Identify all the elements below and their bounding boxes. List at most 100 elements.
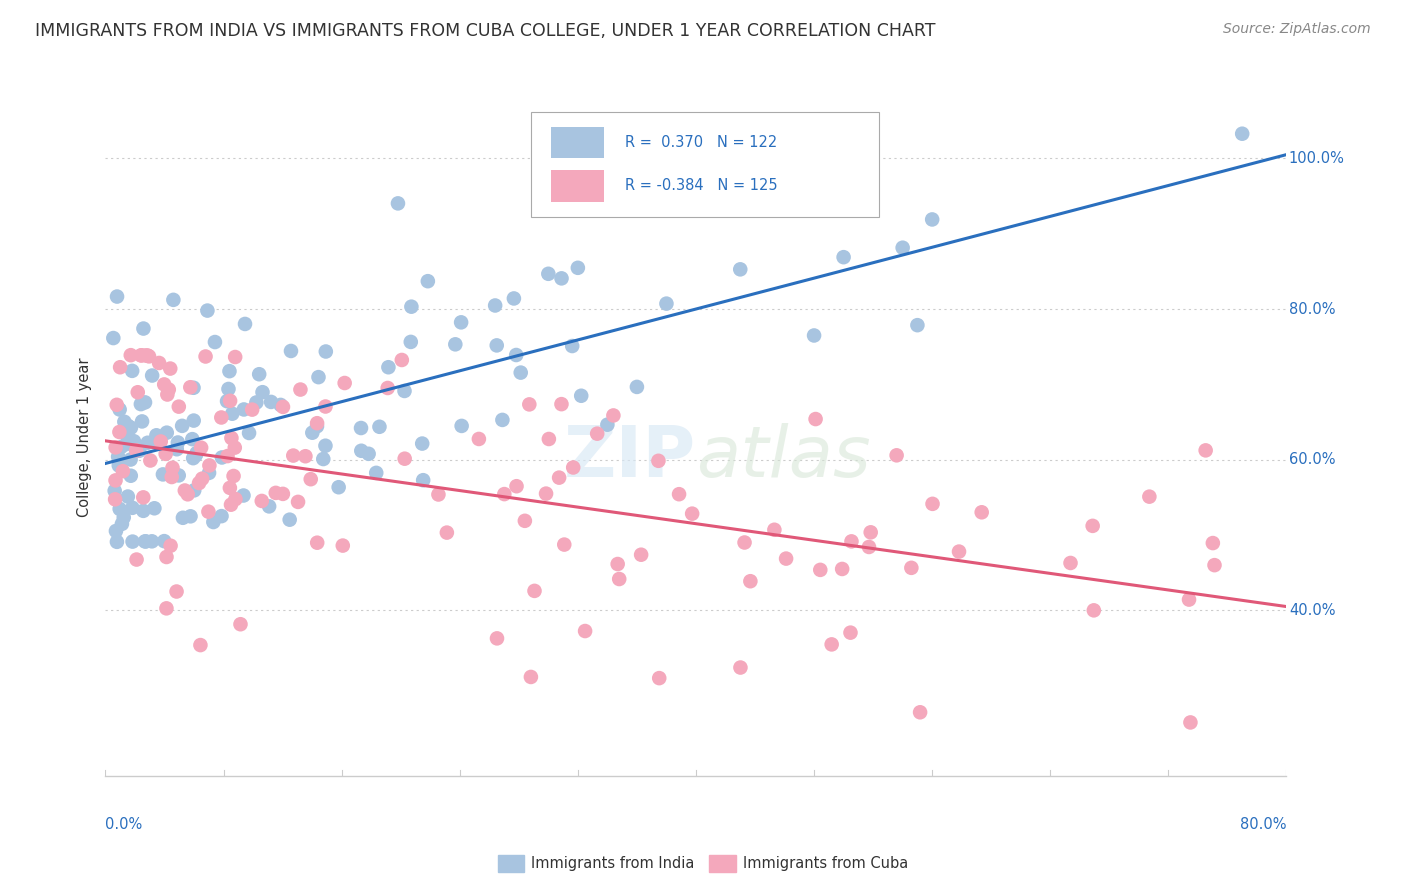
Point [107,458,129,473]
Point [135,348,157,362]
Point [290,383,312,397]
Y-axis label: College, Under 1 year: College, Under 1 year [77,358,93,516]
Point [921,212,943,227]
Point [233,317,256,331]
Point [179,380,201,394]
Point [157,383,180,397]
Point [468,432,491,446]
Point [172,418,194,433]
Point [198,466,221,480]
FancyBboxPatch shape [551,170,603,202]
Point [183,381,205,395]
Point [270,398,292,412]
Point [574,624,596,638]
Point [740,574,762,589]
Point [416,274,439,288]
Point [180,509,202,524]
Point [139,453,162,467]
Point [194,350,217,364]
Text: 100.0%: 100.0% [1289,151,1344,166]
Point [315,344,337,359]
Point [252,385,274,400]
Point [312,452,335,467]
Point [626,380,648,394]
Point [155,447,177,461]
Point [129,397,152,411]
Text: 80.0%: 80.0% [1289,301,1336,317]
Point [117,490,139,504]
Point [948,544,970,558]
Point [307,535,329,549]
Point [332,539,354,553]
Point [305,419,328,434]
Point [245,395,267,409]
Point [134,534,156,549]
Point [569,389,592,403]
Point [841,534,863,549]
Point [1081,519,1104,533]
Point [121,534,143,549]
Point [136,349,159,363]
Point [494,487,516,501]
Point [104,483,127,498]
Point [167,468,190,483]
Point [159,361,181,376]
Point [548,470,571,484]
Point [485,632,508,646]
Text: 0.0%: 0.0% [105,817,142,831]
Point [1195,443,1218,458]
Point [121,364,143,378]
Point [271,400,294,414]
Point [105,534,128,549]
Point [839,625,862,640]
Point [156,387,179,401]
Point [111,516,134,531]
Point [132,491,155,505]
Point [232,402,254,417]
Point [218,481,240,495]
Point [120,420,142,434]
Point [921,497,943,511]
Point [891,241,914,255]
Point [250,494,273,508]
Point [232,489,254,503]
Point [238,425,260,440]
Point [120,452,142,467]
Point [118,433,141,447]
Point [186,446,208,460]
Point [537,267,560,281]
Point [444,337,467,351]
Point [160,470,183,484]
Point [567,260,589,275]
Point [209,410,232,425]
Point [484,298,506,312]
Point [257,500,280,514]
Point [394,384,416,398]
Point [287,495,309,509]
Point [280,343,302,358]
Point [145,428,167,442]
Point [328,480,350,494]
Point [264,486,287,500]
Point [108,425,131,439]
Point [142,434,165,449]
Point [215,394,238,409]
Point [394,451,416,466]
Point [218,382,240,396]
Text: 60.0%: 60.0% [1289,452,1336,467]
Point [127,385,149,400]
Point [668,487,690,501]
Point [412,473,434,487]
Point [107,450,129,464]
Point [357,447,380,461]
Point [1180,715,1202,730]
Point [859,525,882,540]
Point [136,435,159,450]
Point [153,534,176,549]
Point [115,426,138,441]
Point [350,421,373,435]
Point [122,434,145,449]
Point [377,360,399,375]
Point [104,524,127,538]
Point [307,416,329,430]
